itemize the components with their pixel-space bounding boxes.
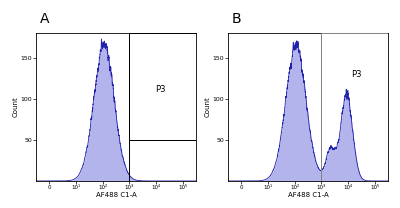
Text: P3: P3 [156,85,166,94]
Y-axis label: Count: Count [13,97,19,118]
X-axis label: AF488 C1-A: AF488 C1-A [96,192,136,198]
Text: P3: P3 [351,70,361,79]
Text: A: A [40,12,50,26]
Bar [321,33,388,181]
Y-axis label: Count: Count [205,97,211,118]
Text: B: B [232,12,242,26]
X-axis label: AF488 C1-A: AF488 C1-A [288,192,328,198]
Bar [129,33,196,140]
